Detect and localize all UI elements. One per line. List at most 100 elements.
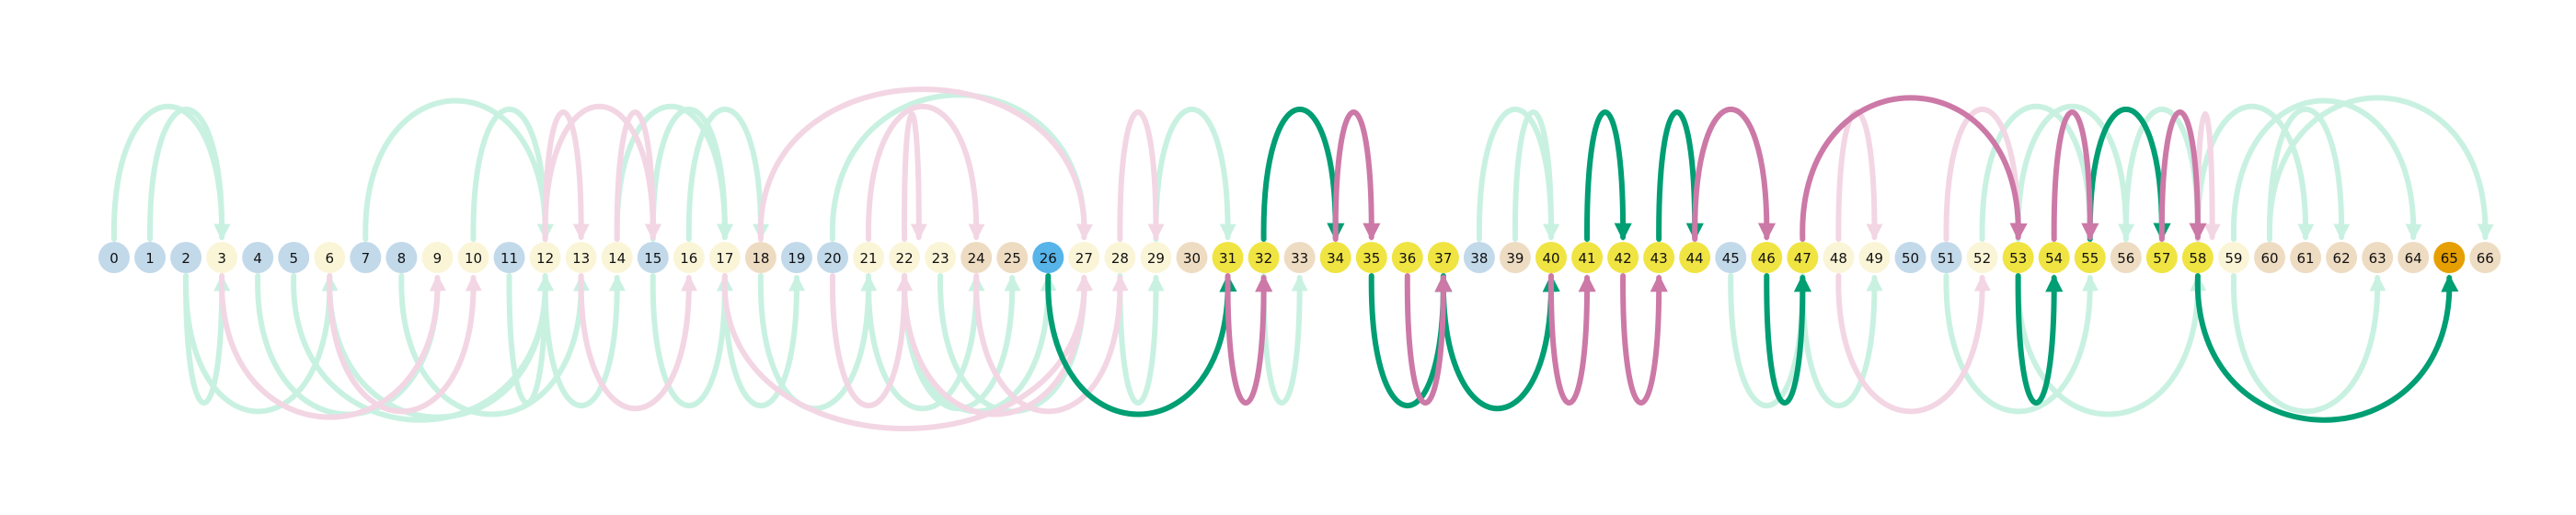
node-20: 20: [817, 242, 848, 273]
node-26: 26: [1032, 242, 1064, 273]
node-9: 9: [421, 242, 454, 273]
node-25: 25: [996, 242, 1029, 273]
node-49-label: 49: [1866, 250, 1883, 267]
node-61-label: 61: [2297, 250, 2315, 267]
edge-1-to-3-green-light: [147, 106, 231, 242]
node-10-circle: [457, 242, 489, 273]
node-59: 59: [2217, 242, 2249, 273]
edge-59-to-64-green-light: [2230, 97, 2422, 242]
node-18: 18: [744, 242, 776, 273]
node-19: 19: [780, 242, 812, 273]
edge-60-to-62-green-light: [2266, 106, 2351, 242]
node-18-circle: [744, 242, 776, 273]
edge-32-to-34-green-strong: [1260, 106, 1345, 242]
edge-14-to-17-green-light: [614, 104, 734, 242]
node-51-circle: [1930, 242, 1962, 273]
node-63-label: 63: [2369, 250, 2386, 267]
node-8-circle: [385, 242, 418, 273]
edge-28-to-29-pink-light: [1117, 109, 1165, 242]
node-31: 31: [1212, 242, 1244, 273]
node-66-circle: [2469, 242, 2501, 273]
edge-51-to-53-pink-light: [1943, 106, 2027, 242]
edge-7-to-12-green-light: [362, 97, 554, 242]
edge-8-to-13-green-light: [398, 273, 591, 418]
node-20-label: 20: [823, 250, 841, 267]
node-48-circle: [1823, 242, 1855, 273]
node-0: 0: [98, 242, 130, 273]
node-12-circle: [529, 242, 561, 273]
node-16: 16: [673, 242, 705, 273]
node-6-circle: [314, 242, 346, 273]
node-16-circle: [673, 242, 705, 273]
node-30: 30: [1176, 242, 1208, 273]
node-57-label: 57: [2153, 250, 2170, 267]
edge-3-to-9-pink-light: [219, 273, 446, 420]
node-63: 63: [2362, 242, 2394, 273]
edge-53-to-58-green-light: [2015, 273, 2207, 418]
node-38-label: 38: [1470, 250, 1488, 267]
edge-46-to-47-green-strong: [1764, 273, 1812, 406]
node-23-circle: [925, 242, 957, 273]
edge-39-to-40-green-light: [1512, 109, 1560, 242]
node-50-circle: [1894, 242, 1926, 273]
edge-43-to-44-green-strong: [1656, 109, 1704, 242]
node-15-circle: [637, 242, 669, 273]
node-35: 35: [1355, 242, 1387, 273]
edge-20-to-22-pink-light: [829, 273, 914, 409]
edge-34-to-35-pink-strong: [1332, 109, 1381, 242]
edge-41-to-42-green-strong: [1584, 109, 1632, 242]
node-34-label: 34: [1327, 250, 1344, 267]
node-36-label: 36: [1398, 250, 1416, 267]
node-39-circle: [1499, 242, 1531, 273]
node-9-circle: [421, 242, 454, 273]
node-37-circle: [1427, 242, 1459, 273]
node-18-label: 18: [752, 250, 769, 267]
node-62: 62: [2326, 242, 2358, 273]
node-53-label: 53: [2009, 250, 2027, 267]
node-11-circle: [493, 242, 525, 273]
edge-24-to-28-pink-light: [973, 273, 1129, 415]
edge-36-to-37-pink-strong: [1404, 273, 1453, 406]
node-7: 7: [350, 242, 382, 273]
node-39: 39: [1499, 242, 1531, 273]
edge-31-to-32-pink-strong: [1225, 273, 1273, 406]
edge-16-to-18-green-light: [685, 106, 770, 242]
node-40-label: 40: [1542, 250, 1559, 267]
node-51: 51: [1930, 242, 1962, 273]
edge-42-to-43-pink-strong: [1620, 273, 1668, 406]
edge-32-to-33-green-light: [1260, 273, 1308, 406]
node-43-circle: [1643, 242, 1675, 273]
node-27-circle: [1068, 242, 1100, 273]
edge-2-to-6-green-light: [183, 273, 339, 415]
node-64-circle: [2398, 242, 2430, 273]
edge-18-to-27-pink-light: [757, 86, 1093, 242]
node-10-label: 10: [465, 250, 482, 267]
edge-60-to-66-green-light: [2266, 95, 2494, 242]
node-15: 15: [637, 242, 669, 273]
node-35-circle: [1355, 242, 1387, 273]
node-41-circle: [1571, 242, 1604, 273]
node-46: 46: [1751, 242, 1783, 273]
node-20-circle: [817, 242, 848, 273]
node-21: 21: [853, 242, 885, 273]
node-46-label: 46: [1758, 250, 1776, 267]
node-56-label: 56: [2117, 250, 2134, 267]
node-31-circle: [1212, 242, 1244, 273]
node-52-label: 52: [1973, 250, 1991, 267]
edge-53-to-56-green-light: [2015, 104, 2135, 242]
path-edges-layer: [1045, 95, 2459, 423]
node-45-circle: [1715, 242, 1747, 273]
node-58-label: 58: [2189, 250, 2206, 267]
node-13-circle: [565, 242, 597, 273]
node-33-circle: [1283, 242, 1316, 273]
node-37: 37: [1427, 242, 1459, 273]
node-26-circle: [1032, 242, 1064, 273]
edge-47-to-49-green-light: [1800, 273, 1883, 409]
edge-13-to-16-pink-light: [578, 273, 698, 411]
node-61-circle: [2290, 242, 2322, 273]
node-59-circle: [2217, 242, 2249, 273]
node-48: 48: [1823, 242, 1855, 273]
node-60-label: 60: [2260, 250, 2278, 267]
